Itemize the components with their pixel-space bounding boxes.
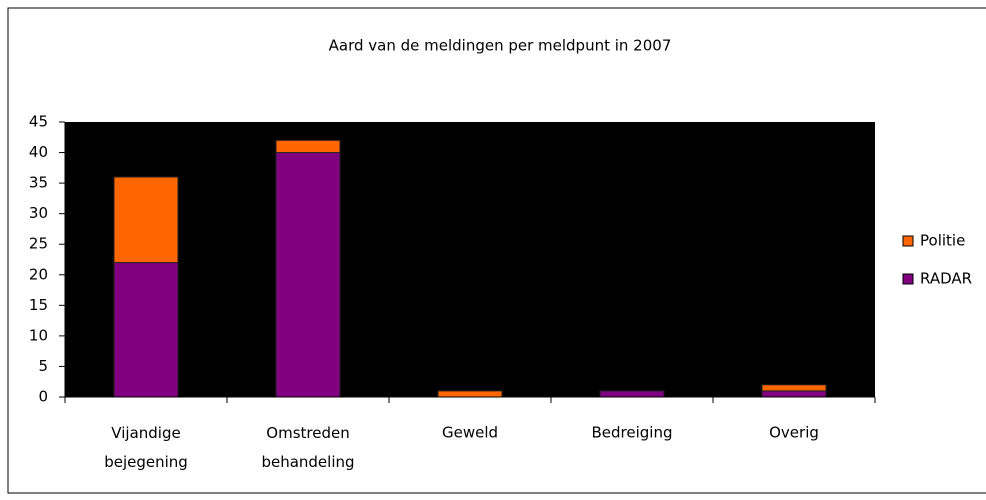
y-tick-label: 25	[29, 235, 48, 253]
bar-segment	[437, 390, 503, 398]
x-tick-label: Geweld	[442, 424, 498, 442]
y-tick-label: 0	[38, 388, 48, 406]
y-tick-label: 5	[38, 357, 48, 375]
y-tick-label: 15	[29, 296, 48, 314]
chart-title: Aard van de meldingen per meldpunt in 20…	[329, 37, 672, 55]
legend-label: RADAR	[920, 270, 972, 288]
bar-segment	[761, 390, 827, 398]
x-tick-label: Vijandige bejegening	[104, 424, 188, 471]
plot-area	[65, 122, 875, 397]
y-tick-label: 10	[29, 326, 48, 344]
x-tick-label: Omstreden behandeling	[261, 424, 354, 471]
y-tick-label: 45	[29, 113, 48, 131]
y-tick-label: 30	[29, 204, 48, 222]
bar-segment	[761, 384, 827, 392]
y-tick-label: 40	[29, 143, 48, 161]
x-tick-label: Overig	[769, 424, 819, 442]
bar-segment	[113, 176, 179, 264]
legend-swatch	[902, 235, 914, 247]
bar-segment	[275, 139, 341, 154]
bar-segment	[275, 152, 341, 398]
y-tick-label: 20	[29, 265, 48, 283]
legend-swatch	[902, 273, 914, 285]
y-tick-label: 35	[29, 174, 48, 192]
bar-segment	[113, 262, 179, 398]
x-tick-label: Bedreiging	[592, 424, 673, 442]
bar-segment	[599, 390, 665, 398]
legend-label: Politie	[920, 232, 965, 250]
